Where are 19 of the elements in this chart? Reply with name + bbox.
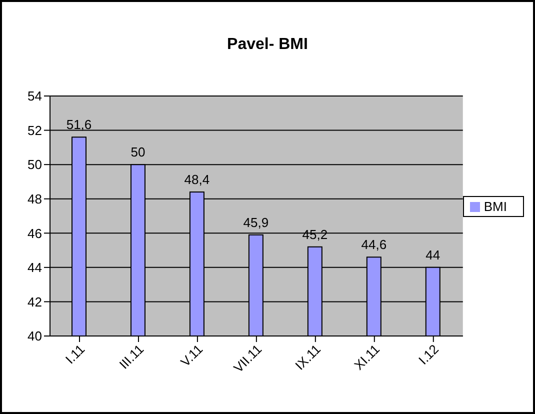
chart-title: Pavel- BMI xyxy=(226,36,309,54)
y-tick-label: 54 xyxy=(28,88,42,104)
data-label: 50 xyxy=(130,144,146,160)
y-tick-label: 48 xyxy=(28,191,42,206)
data-label: 48,4 xyxy=(184,172,210,187)
y-tick-label: 50 xyxy=(28,157,42,172)
x-tick-label: I.11 xyxy=(62,342,88,367)
y-tick-label: 52 xyxy=(28,122,42,138)
data-label: 45,9 xyxy=(243,214,269,230)
legend-label: BMI xyxy=(484,198,507,214)
x-tick-label: V.11 xyxy=(178,342,206,370)
x-tick-label: I.12 xyxy=(416,342,442,368)
data-label: 44 xyxy=(426,247,440,262)
y-tick-label: 42 xyxy=(28,294,42,310)
data-label: 44,6 xyxy=(361,237,387,252)
y-tick-label: 46 xyxy=(28,226,42,241)
y-tick-label: 44 xyxy=(28,260,42,276)
data-label: 51,6 xyxy=(66,117,92,132)
y-tick-label: 40 xyxy=(28,328,42,344)
